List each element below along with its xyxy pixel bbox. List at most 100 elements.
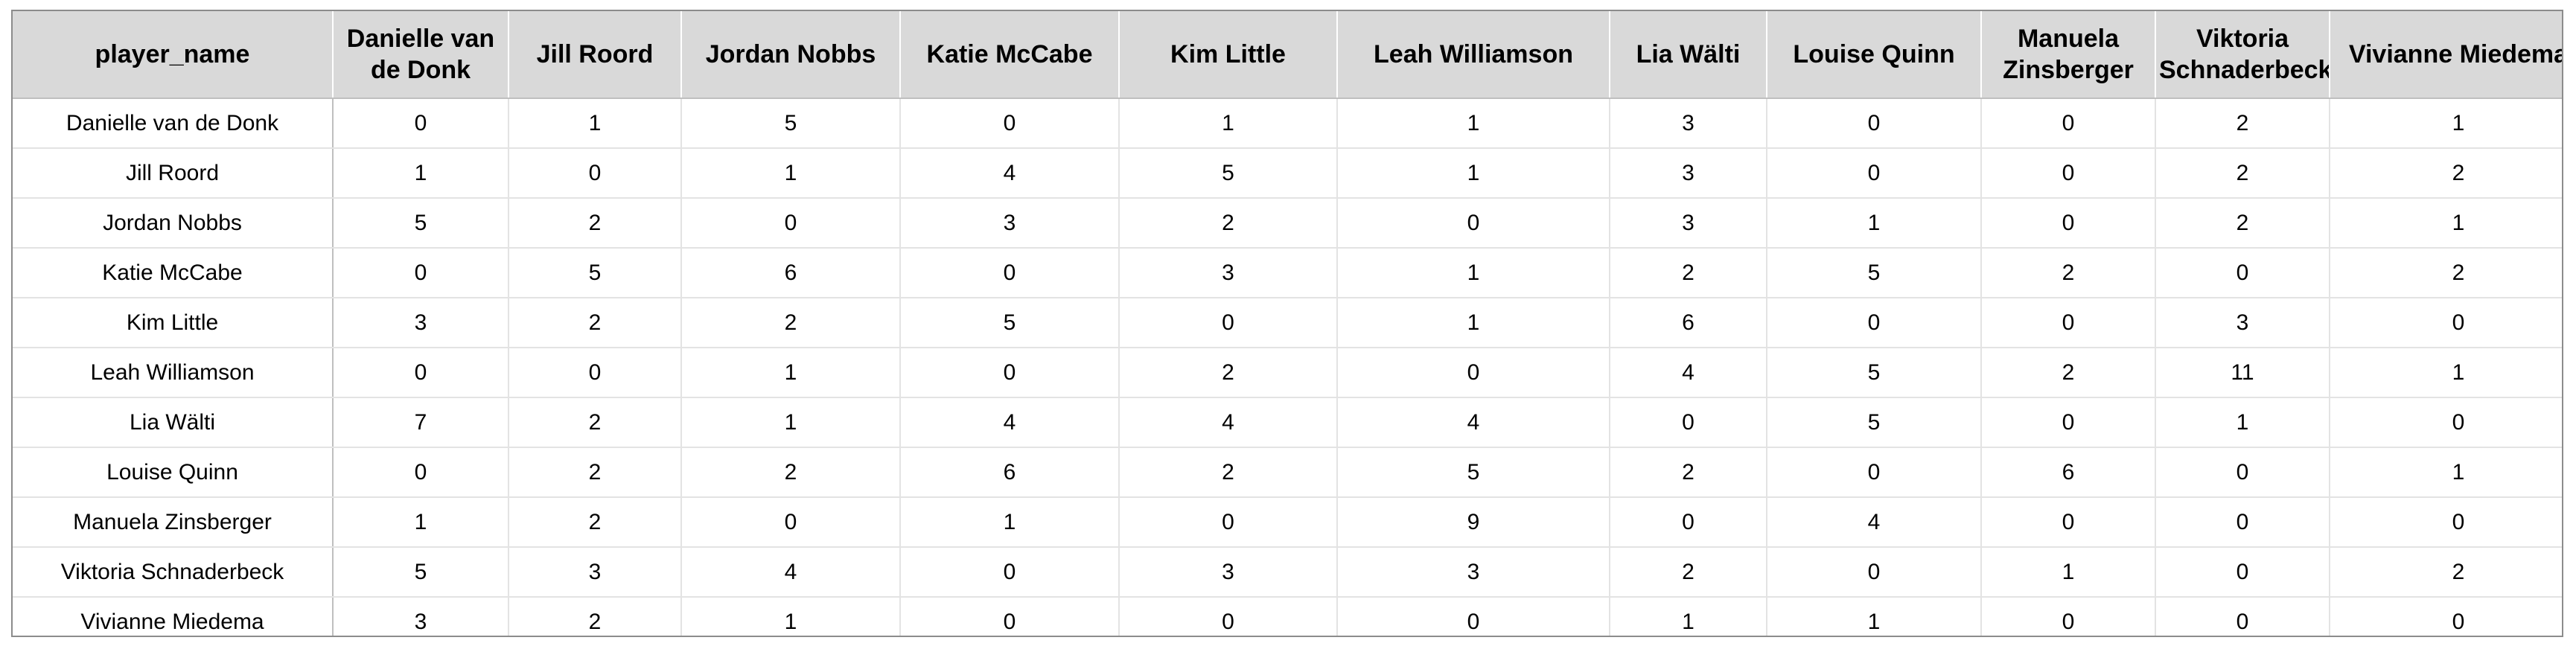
data-table: player_name Danielle van de Donk Jill Roo… <box>11 10 2563 637</box>
passing-matrix-table: player_name Danielle van de Donk Jill Roo… <box>13 11 2562 636</box>
table-cell: 1 <box>1610 597 1767 636</box>
table-cell: 1 <box>681 148 901 199</box>
table-cell: 2 <box>2330 248 2562 298</box>
table-cell: 3 <box>900 198 1120 249</box>
table-cell: 2 <box>508 198 682 249</box>
table-row: Leah Williamson 0 0 1 0 2 0 4 5 2 11 1 <box>13 348 2562 398</box>
table-cell: 0 <box>2330 298 2562 348</box>
table-cell: 0 <box>1119 497 1338 548</box>
table-row: Jordan Nobbs 5 2 0 3 2 0 3 1 0 2 1 <box>13 198 2562 249</box>
table-cell: 6 <box>900 447 1120 498</box>
table-cell: 2 <box>1119 198 1338 249</box>
table-cell: 0 <box>900 597 1120 636</box>
table-cell: 1 <box>1119 98 1338 149</box>
table-cell: 0 <box>900 98 1120 149</box>
table-cell: 2 <box>1610 248 1767 298</box>
table-cell: 1 <box>681 348 901 398</box>
row-label: Katie McCabe <box>13 248 334 298</box>
table-cell: 2 <box>1610 447 1767 498</box>
table-cell: 3 <box>333 597 509 636</box>
table-cell: 0 <box>681 198 901 249</box>
table-cell: 3 <box>1119 248 1338 298</box>
table-cell: 0 <box>1981 198 2156 249</box>
table-cell: 6 <box>1981 447 2156 498</box>
table-cell: 5 <box>900 298 1120 348</box>
table-body: Danielle van de Donk 0 1 5 0 1 1 3 0 0 2 1 Jill Roor… <box>13 98 2562 636</box>
table-cell: 2 <box>2155 148 2330 199</box>
header-row: player_name Danielle van de Donk Jill Roo… <box>13 11 2562 99</box>
table-cell: 0 <box>1767 447 1982 498</box>
column-header: Viktoria Schnaderbeck <box>2155 11 2330 99</box>
table-row: Kim Little 3 2 2 5 0 1 6 0 0 3 0 <box>13 298 2562 348</box>
table-cell: 0 <box>508 348 682 398</box>
column-header: Jordan Nobbs <box>681 11 901 99</box>
table-cell: 3 <box>1119 547 1338 598</box>
table-cell: 0 <box>1981 298 2156 348</box>
table-cell: 2 <box>508 497 682 548</box>
table-cell: 5 <box>333 547 509 598</box>
table-cell: 2 <box>2155 198 2330 249</box>
table-cell: 1 <box>900 497 1120 548</box>
table-cell: 5 <box>508 248 682 298</box>
table-cell: 0 <box>2330 397 2562 448</box>
table-cell: 1 <box>1981 547 2156 598</box>
table-cell: 0 <box>900 547 1120 598</box>
table-cell: 1 <box>681 397 901 448</box>
table-cell: 0 <box>1337 597 1610 636</box>
table-cell: 2 <box>2155 98 2330 149</box>
table-cell: 0 <box>2155 597 2330 636</box>
table-cell: 3 <box>1610 198 1767 249</box>
table-cell: 2 <box>1981 348 2156 398</box>
column-header: Manuela Zinsberger <box>1981 11 2156 99</box>
table-cell: 4 <box>681 547 901 598</box>
table-cell: 0 <box>2155 547 2330 598</box>
table-cell: 0 <box>2155 497 2330 548</box>
table-row: Viktoria Schnaderbeck 5 3 4 0 3 3 2 0 1 0 2 <box>13 547 2562 598</box>
column-header: Louise Quinn <box>1767 11 1982 99</box>
table-cell: 1 <box>2330 198 2562 249</box>
table-cell: 3 <box>1337 547 1610 598</box>
table-row: Lia Wälti 7 2 1 4 4 4 0 5 0 1 0 <box>13 397 2562 448</box>
table-cell: 9 <box>1337 497 1610 548</box>
table-cell: 2 <box>508 447 682 498</box>
table-cell: 1 <box>2330 447 2562 498</box>
table-cell: 0 <box>333 447 509 498</box>
table-cell: 3 <box>1610 148 1767 199</box>
table-cell: 0 <box>1981 98 2156 149</box>
table-cell: 2 <box>1119 348 1338 398</box>
table-cell: 1 <box>1337 98 1610 149</box>
table-cell: 5 <box>681 98 901 149</box>
table-cell: 0 <box>2155 248 2330 298</box>
table-cell: 0 <box>1119 597 1338 636</box>
column-header: Jill Roord <box>508 11 682 99</box>
table-cell: 0 <box>333 248 509 298</box>
table-cell: 1 <box>1337 298 1610 348</box>
table-cell: 0 <box>333 348 509 398</box>
corner-header: player_name <box>13 11 334 99</box>
table-cell: 2 <box>2330 547 2562 598</box>
column-header: Katie McCabe <box>900 11 1120 99</box>
row-label: Louise Quinn <box>13 447 334 498</box>
table-cell: 5 <box>1337 447 1610 498</box>
row-label: Kim Little <box>13 298 334 348</box>
table-cell: 0 <box>2452 609 2465 634</box>
table-cell: 1 <box>1767 198 1982 249</box>
table-cell: 0 <box>1610 397 1767 448</box>
table-row: Vivianne Miedema 3 2 1 0 0 0 1 1 0 0 0 <box>13 597 2562 636</box>
table-row: Danielle van de Donk 0 1 5 0 1 1 3 0 0 2 1 <box>13 98 2562 149</box>
table-cell: 1 <box>681 597 901 636</box>
table-cell: 0 <box>2330 497 2562 548</box>
table-cell: 0 <box>681 497 901 548</box>
column-header: Danielle van de Donk <box>333 11 509 99</box>
table-cell: 0 <box>900 248 1120 298</box>
table-cell: 4 <box>1119 397 1338 448</box>
table-cell: 0 <box>1981 148 2156 199</box>
table-cell: 0 <box>1337 198 1610 249</box>
table-cell: 0 <box>1767 298 1982 348</box>
row-label: Jordan Nobbs <box>13 198 334 249</box>
table-cell: 0 <box>1119 298 1338 348</box>
column-header: Vivianne Miedema <box>2330 11 2562 99</box>
table-row: Jill Roord 1 0 1 4 5 1 3 0 0 2 2 <box>13 148 2562 199</box>
table-cell: 6 <box>681 248 901 298</box>
table-cell: 5 <box>1767 397 1982 448</box>
